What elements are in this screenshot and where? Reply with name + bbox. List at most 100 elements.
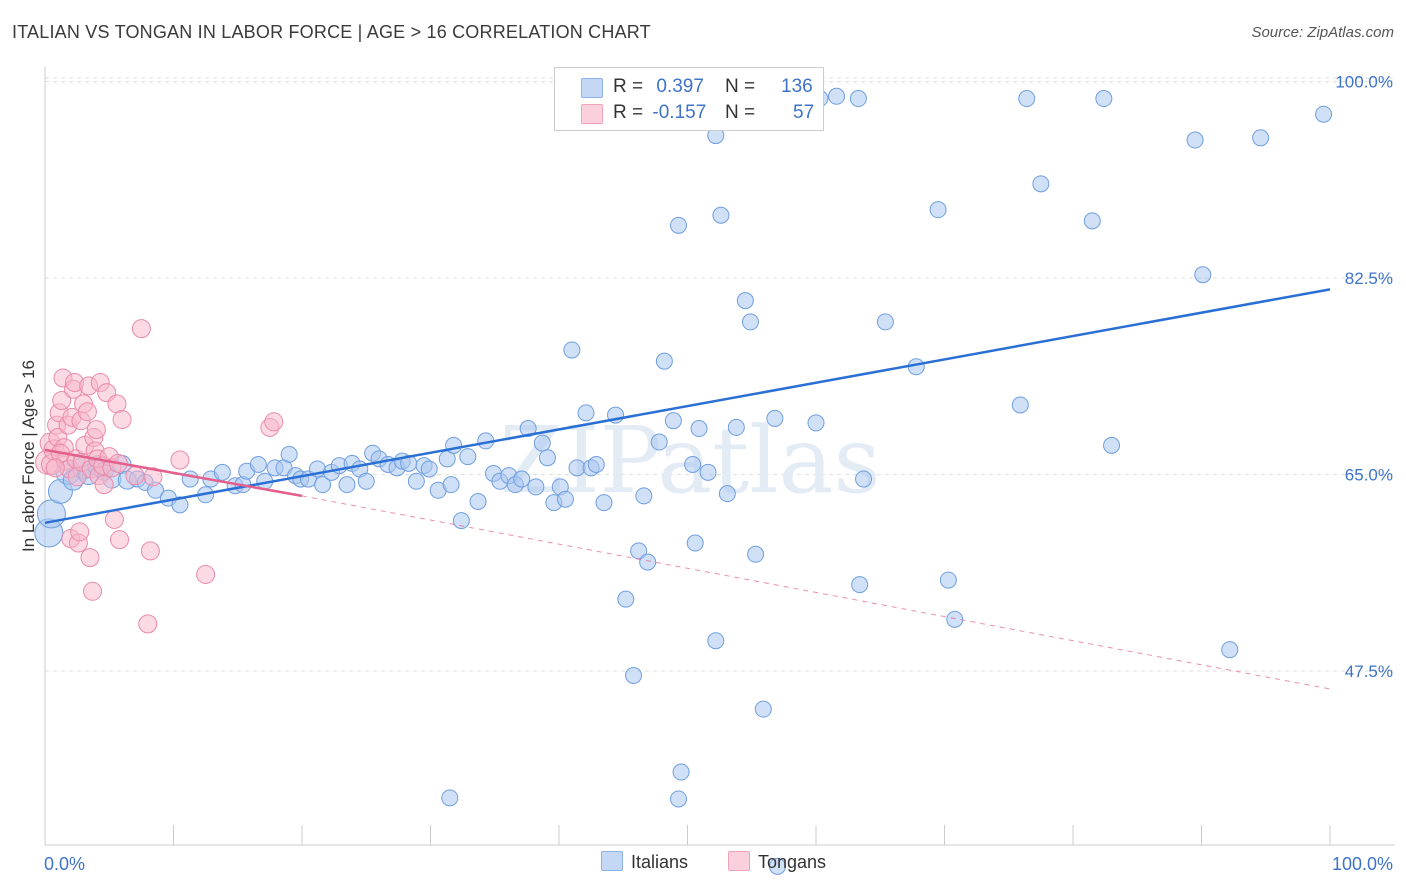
italians-legend-label: Italians — [631, 852, 689, 872]
tongans-point — [112, 410, 132, 430]
gridlines — [45, 77, 1395, 672]
tongans-r-value: -0.157 — [652, 102, 707, 123]
tongans-point — [52, 390, 72, 410]
italians-point — [828, 87, 846, 105]
italians-point — [441, 789, 459, 807]
bottom-legend-tongans: Tongans — [728, 851, 826, 873]
italians-point — [672, 763, 690, 781]
y-tick-label: 82.5% — [1345, 269, 1393, 288]
tongans-point — [80, 548, 100, 568]
italians-point — [625, 666, 643, 684]
y-tick-label: 47.5% — [1345, 662, 1393, 681]
italians-point — [736, 292, 754, 310]
italians-point — [849, 90, 867, 108]
tongans-point — [140, 541, 160, 561]
tongans-point — [45, 458, 65, 478]
italians-point — [171, 496, 189, 514]
x-tick-label-max: 100.0% — [1332, 854, 1393, 874]
italians-point — [1103, 436, 1121, 454]
tongans-point — [196, 564, 216, 584]
italians-point — [442, 476, 460, 494]
italians-point — [707, 632, 725, 650]
italians-point — [587, 455, 605, 473]
italians-point — [635, 487, 653, 505]
italians-point — [249, 455, 267, 473]
italians-point — [718, 485, 736, 503]
x-tick-labels: 0.0% 100.0% — [44, 854, 1393, 874]
italians-point — [1186, 131, 1204, 149]
italians-point — [338, 476, 356, 494]
italians-point — [650, 433, 668, 451]
italians-point — [1095, 90, 1113, 108]
trend-lines — [44, 288, 1331, 690]
tongans-point — [138, 614, 158, 634]
italians-point — [1194, 266, 1212, 284]
tongans-n-label: N = — [725, 102, 756, 123]
italians-point — [533, 434, 551, 452]
y-tick-label: 100.0% — [1335, 73, 1393, 92]
tongans-point — [94, 475, 114, 495]
italians-point — [807, 414, 825, 432]
tongans-n-value: 57 — [793, 102, 815, 123]
italians-point — [1083, 212, 1101, 230]
italians-point — [420, 460, 438, 478]
tongans-swatch — [581, 104, 603, 124]
italians-point — [459, 448, 477, 466]
italians-point — [445, 436, 463, 454]
italians-point — [768, 857, 786, 875]
italians-point — [527, 478, 545, 496]
tongans-point — [264, 412, 284, 432]
italians-point — [407, 472, 425, 490]
italians-n-label: N = — [725, 76, 756, 97]
tongans-point — [110, 530, 130, 550]
italians-point — [699, 463, 717, 481]
italians-point — [929, 201, 947, 219]
tongans-point — [77, 402, 97, 422]
italians-point — [670, 216, 688, 234]
italians-point — [513, 470, 531, 488]
tongans-point — [70, 522, 90, 542]
italians-point — [280, 445, 298, 463]
italians-point — [727, 418, 745, 436]
italians-point — [568, 459, 586, 477]
italians-n-value: 136 — [781, 76, 813, 97]
italians-swatch — [581, 78, 603, 98]
italians-point — [469, 493, 487, 511]
italians-point — [686, 534, 704, 552]
tongans-point — [83, 581, 103, 601]
italians-point — [712, 206, 730, 224]
italians-point — [741, 313, 759, 331]
italians-point — [939, 571, 957, 589]
italians-point — [690, 420, 708, 438]
x-tick-label-min: 0.0% — [44, 854, 85, 874]
italians-point — [766, 409, 784, 427]
italians-point — [1252, 129, 1270, 147]
italians-point — [747, 545, 765, 563]
italians-point — [754, 700, 772, 718]
tongans-trend-dashed — [301, 495, 1331, 690]
italians-point — [1032, 175, 1050, 193]
italians-point — [1018, 90, 1036, 108]
tongans-trend-line — [44, 448, 303, 498]
italians-point — [876, 313, 894, 331]
y-tick-label: 65.0% — [1345, 466, 1393, 485]
tongans-points — [35, 319, 284, 634]
italians-point — [519, 420, 537, 438]
tongans-point — [86, 420, 106, 440]
italians-legend-swatch — [601, 851, 623, 871]
italians-point — [639, 553, 657, 571]
tongans-r-label: R = — [613, 102, 644, 123]
stats-legend: R = 0.397 N = 136 R = -0.157 N = 57 — [554, 67, 824, 131]
italians-point — [684, 455, 702, 473]
tongans-point — [170, 450, 190, 470]
italians-trend-line — [44, 288, 1331, 525]
italians-point — [452, 512, 470, 530]
italians-point — [655, 352, 673, 370]
tongans-point — [131, 319, 151, 339]
chart-title: ITALIAN VS TONGAN IN LABOR FORCE | AGE >… — [12, 22, 651, 42]
tongans-point — [104, 509, 124, 529]
italians-point — [595, 494, 613, 512]
italians-point — [670, 790, 688, 808]
italians-r-value: 0.397 — [656, 76, 704, 97]
